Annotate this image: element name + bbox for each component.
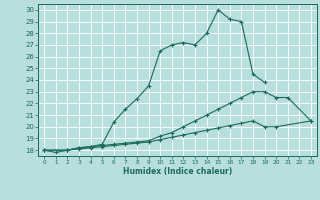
X-axis label: Humidex (Indice chaleur): Humidex (Indice chaleur) <box>123 167 232 176</box>
